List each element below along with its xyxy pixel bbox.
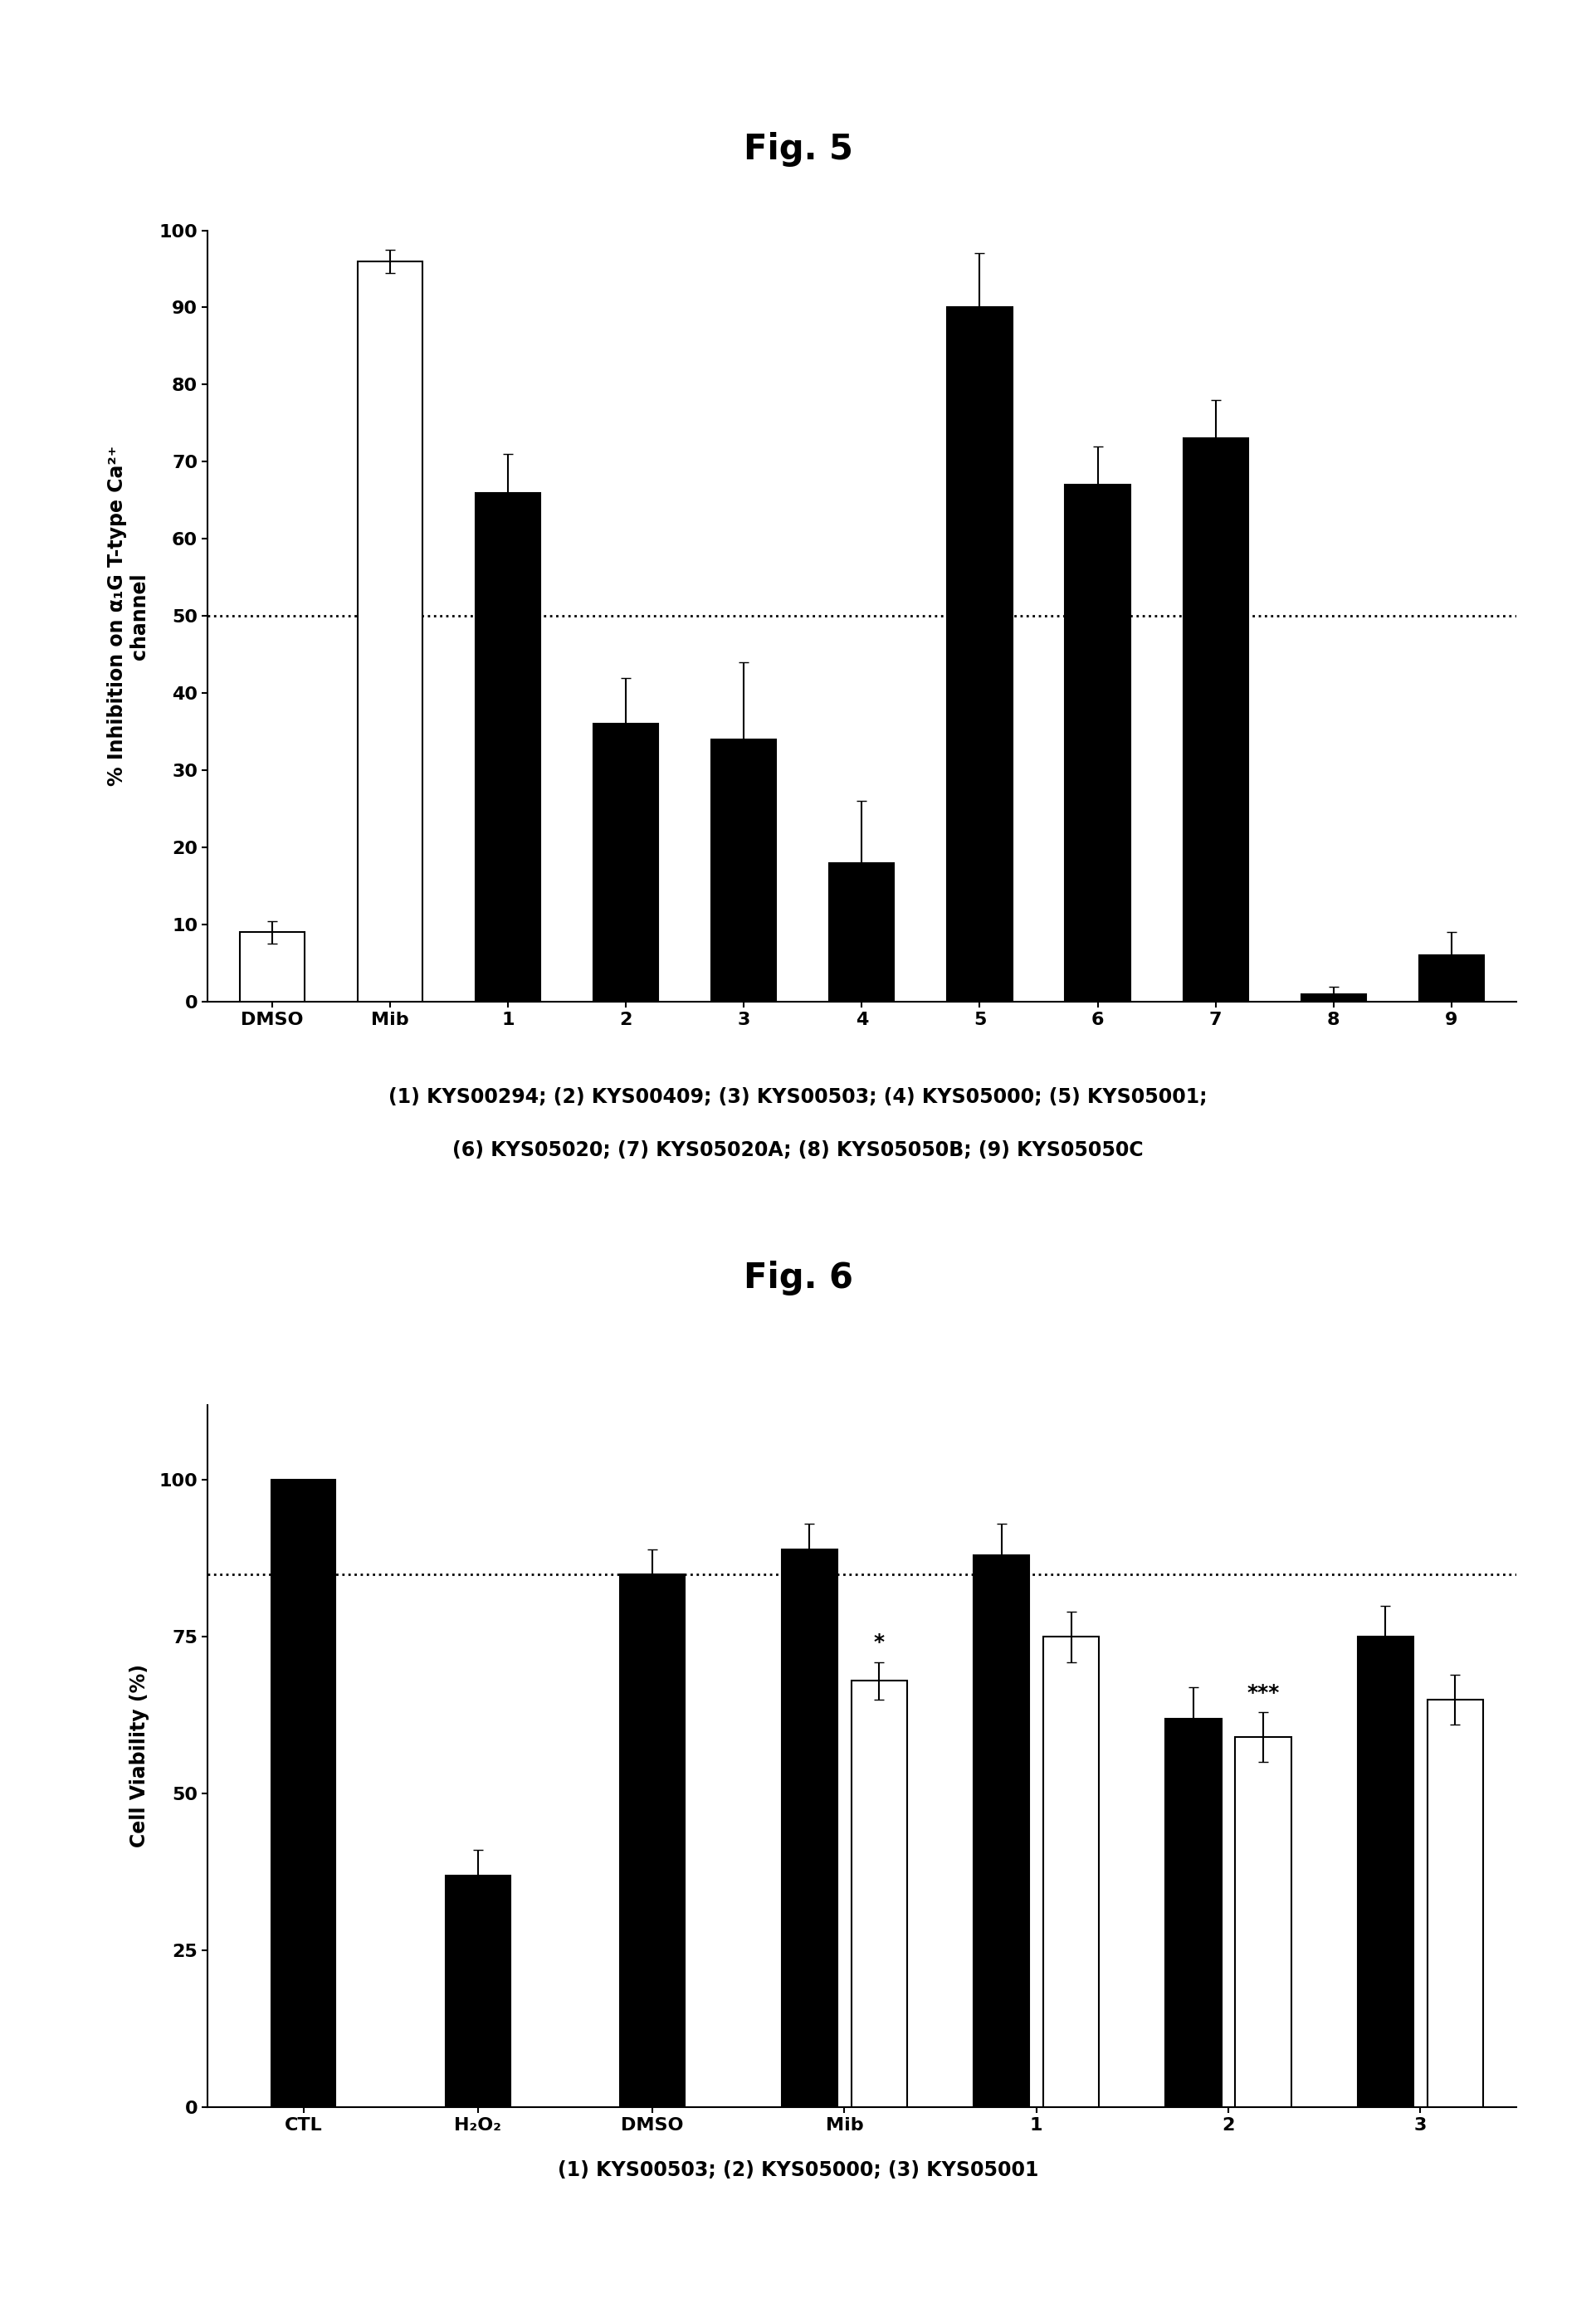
Y-axis label: % Inhibition on α₁G T-type Ca²⁺
channel: % Inhibition on α₁G T-type Ca²⁺ channel <box>107 447 150 785</box>
Text: (1) KYS00503; (2) KYS05000; (3) KYS05001: (1) KYS00503; (2) KYS05000; (3) KYS05001 <box>557 2160 1039 2181</box>
Bar <box>1419 956 1484 1002</box>
Bar <box>594 723 659 1002</box>
Bar <box>1235 1736 1291 2107</box>
Bar <box>476 493 541 1002</box>
Text: (6) KYS05020; (7) KYS05020A; (8) KYS05050B; (9) KYS05050C: (6) KYS05020; (7) KYS05020A; (8) KYS0505… <box>453 1140 1143 1161</box>
Bar <box>974 1555 1029 2107</box>
Bar <box>1358 1637 1412 2107</box>
Bar <box>782 1550 838 2107</box>
Bar <box>830 864 894 1002</box>
Text: (1) KYS00294; (2) KYS00409; (3) KYS00503; (4) KYS05000; (5) KYS05001;: (1) KYS00294; (2) KYS00409; (3) KYS00503… <box>388 1087 1208 1108</box>
Bar <box>1183 438 1248 1002</box>
Text: Fig. 6: Fig. 6 <box>744 1260 852 1297</box>
Bar <box>948 309 1012 1002</box>
Bar <box>445 1875 511 2107</box>
Text: *: * <box>875 1633 884 1654</box>
Bar <box>1044 1637 1100 2107</box>
Y-axis label: Cell Viability (%): Cell Viability (%) <box>129 1665 150 1847</box>
Text: Fig. 5: Fig. 5 <box>744 131 852 168</box>
Bar <box>1427 1700 1483 2107</box>
Bar <box>712 739 776 1002</box>
Bar <box>1065 486 1130 1002</box>
Bar <box>851 1681 907 2107</box>
Bar <box>1301 995 1366 1002</box>
Bar <box>621 1575 685 2107</box>
Text: ***: *** <box>1246 1683 1280 1702</box>
Bar <box>271 1481 335 2107</box>
Bar <box>1165 1718 1221 2107</box>
Bar <box>358 260 423 1002</box>
Bar <box>239 933 305 1002</box>
